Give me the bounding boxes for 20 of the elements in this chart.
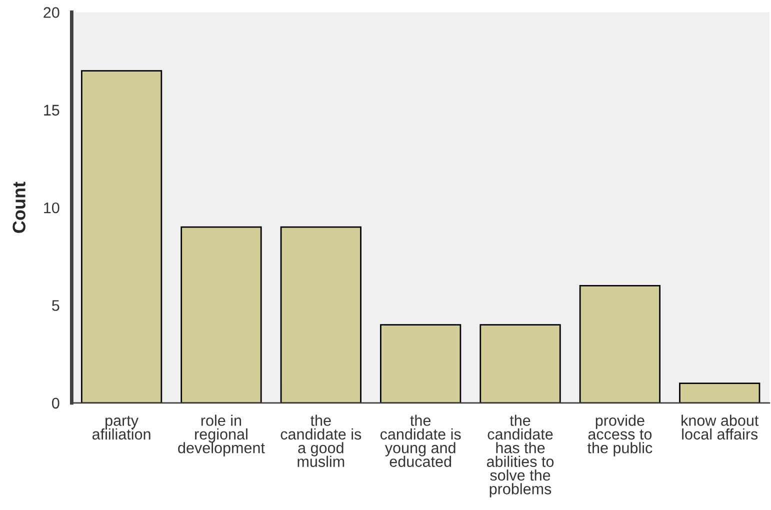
- x-tick-label: party afiiliation: [92, 416, 150, 440]
- x-tick-label: the candidate has the abilities to solve the problems: [486, 414, 554, 498]
- y-tick-label: 15: [44, 104, 60, 116]
- bar: [579, 285, 661, 403]
- x-tick-label: the candidate is a good muslim: [280, 414, 362, 467]
- bar: [180, 226, 262, 403]
- x-tick-label: the candidate is young and educated: [380, 414, 461, 467]
- bar: [380, 324, 462, 403]
- x-tick-label: role in regional development: [178, 414, 265, 456]
- bar: [280, 226, 362, 403]
- y-axis-title: Count: [12, 182, 26, 233]
- bar: [480, 324, 561, 403]
- y-tick-label: 0: [52, 398, 60, 409]
- bar: [80, 70, 162, 403]
- x-tick-label: know about local affairs: [682, 414, 759, 440]
- y-tick-label: 10: [44, 202, 60, 214]
- y-tick-label: 20: [44, 7, 60, 18]
- x-tick-label: provide access to the public: [587, 414, 652, 456]
- y-tick-label: 5: [52, 300, 60, 311]
- bar: [679, 382, 760, 403]
